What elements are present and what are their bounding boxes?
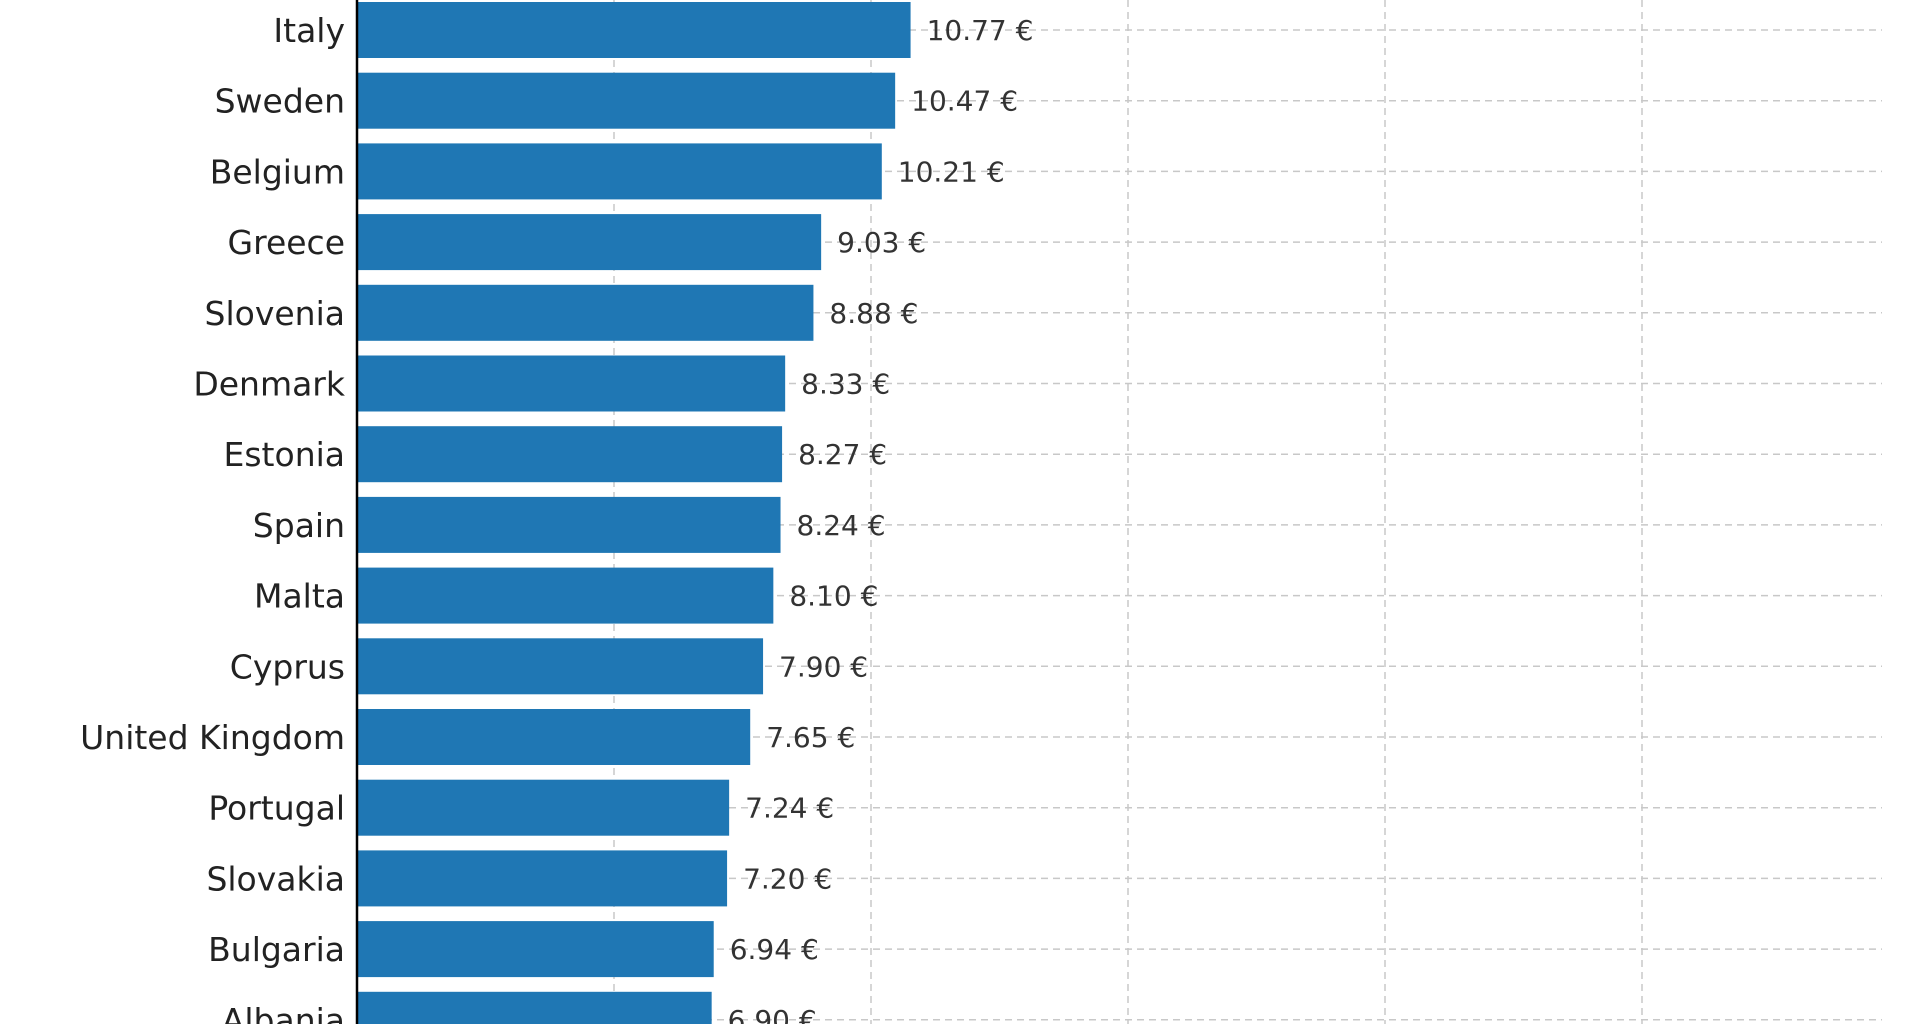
bar <box>357 355 786 412</box>
value-label: 7.90 € <box>779 650 868 683</box>
category-label: Cyprus <box>230 647 345 686</box>
bar <box>357 991 712 1028</box>
value-label: 9.03 € <box>837 226 926 259</box>
category-label: Malta <box>254 577 345 616</box>
value-label: 10.77 € <box>927 14 1034 47</box>
value-label: 7.65 € <box>766 721 855 754</box>
bar <box>357 638 764 695</box>
labels: Italy 10.77 € Sweden 10.47 € Belgium 10.21 € G… <box>80 11 1034 1028</box>
bar <box>357 921 714 978</box>
value-label: 6.94 € <box>730 933 819 966</box>
value-label: 8.24 € <box>797 509 886 542</box>
category-label: Bulgaria <box>208 930 345 969</box>
category-label: Slovakia <box>206 859 345 898</box>
value-label: 8.10 € <box>789 580 878 613</box>
category-label: Portugal <box>208 789 345 828</box>
bar <box>357 567 774 624</box>
category-label: Greece <box>228 223 345 262</box>
bar <box>357 284 814 341</box>
value-label: 8.27 € <box>798 438 887 471</box>
bar <box>357 143 882 200</box>
value-label: 10.21 € <box>898 155 1005 188</box>
category-label: Slovenia <box>205 294 345 333</box>
bars <box>357 2 911 1028</box>
category-label: Italy <box>273 11 345 50</box>
value-label: 10.47 € <box>911 85 1018 118</box>
bar <box>357 2 911 58</box>
bar <box>357 426 783 483</box>
value-label: 7.24 € <box>745 792 834 825</box>
category-label: Albania <box>222 1001 345 1024</box>
bar <box>357 709 751 765</box>
category-label: Belgium <box>210 152 345 191</box>
bar <box>357 72 896 129</box>
bar <box>357 850 728 907</box>
category-label: United Kingdom <box>80 718 345 757</box>
bar <box>357 496 781 553</box>
value-label: 6.90 € <box>728 1004 817 1024</box>
category-label: Estonia <box>224 435 345 474</box>
value-label: 7.20 € <box>743 862 832 895</box>
bar <box>357 779 730 836</box>
value-label: 8.33 € <box>801 368 890 401</box>
bar <box>357 214 822 271</box>
category-label: Spain <box>253 506 345 545</box>
value-label: 8.88 € <box>829 297 918 330</box>
category-label: Sweden <box>215 82 345 121</box>
category-label: Denmark <box>193 365 346 404</box>
